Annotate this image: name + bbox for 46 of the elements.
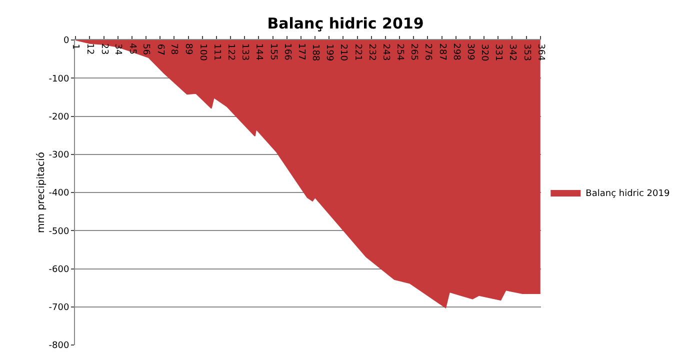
x-tick-label: 23	[98, 43, 109, 55]
y-tick-label: -200	[48, 112, 70, 122]
x-tick-label: 67	[155, 44, 166, 56]
x-tick-label: 34	[112, 44, 122, 56]
x-tick-label: 166	[282, 43, 292, 61]
x-tick-label: 298	[450, 43, 461, 61]
x-tick-label: 56	[140, 43, 151, 56]
x-tick-label: 78	[168, 43, 179, 56]
x-tick-label: 276	[422, 43, 433, 61]
y-tick-label: -500	[48, 226, 70, 237]
x-tick-label: 12	[84, 43, 95, 55]
chart-title: Balanç hidric 2019	[267, 14, 424, 32]
x-tick-label: 1	[70, 44, 80, 50]
x-tick-label: 320	[479, 44, 490, 62]
y-tick-label: -700	[48, 303, 70, 314]
y-tick-label: -100	[48, 74, 70, 84]
y-tick-label: -400	[48, 188, 70, 199]
y-tick-label: -300	[48, 150, 70, 161]
x-tick-label: 122	[226, 43, 236, 61]
x-tick-label: 133	[240, 43, 250, 61]
x-tick-label: 89	[182, 43, 193, 55]
legend-label: Balanç hidric 2019	[586, 189, 670, 200]
x-tick-label: 199	[324, 44, 334, 62]
x-tick-label: 45	[126, 43, 137, 55]
x-tick-label: 100	[197, 44, 208, 62]
x-tick-label: 210	[338, 44, 348, 62]
x-tick-label: 155	[268, 43, 278, 60]
x-tick-label: 177	[296, 43, 306, 60]
x-tick-label: 353	[521, 44, 532, 61]
x-tick-label: 331	[493, 44, 504, 62]
y-axis-title: mm precipitació	[36, 152, 47, 233]
x-tick-label: 232	[366, 44, 376, 61]
x-tick-label: 309	[464, 43, 475, 61]
x-tick-label: 342	[507, 44, 518, 62]
x-tick-label: 188	[310, 44, 320, 62]
y-tick-label: 0	[63, 36, 70, 46]
x-tick-label: 221	[352, 44, 362, 61]
x-tick-label: 254	[394, 43, 405, 61]
x-tick-label: 364	[535, 44, 546, 62]
y-tick-label: -800	[48, 341, 70, 352]
x-tick-label: 144	[254, 43, 264, 61]
x-tick-label: 265	[408, 43, 419, 61]
x-tick-label: 287	[436, 43, 447, 60]
x-tick-label: 243	[380, 44, 390, 61]
x-tick-label: 111	[211, 44, 222, 61]
y-tick-label: -600	[48, 264, 70, 275]
